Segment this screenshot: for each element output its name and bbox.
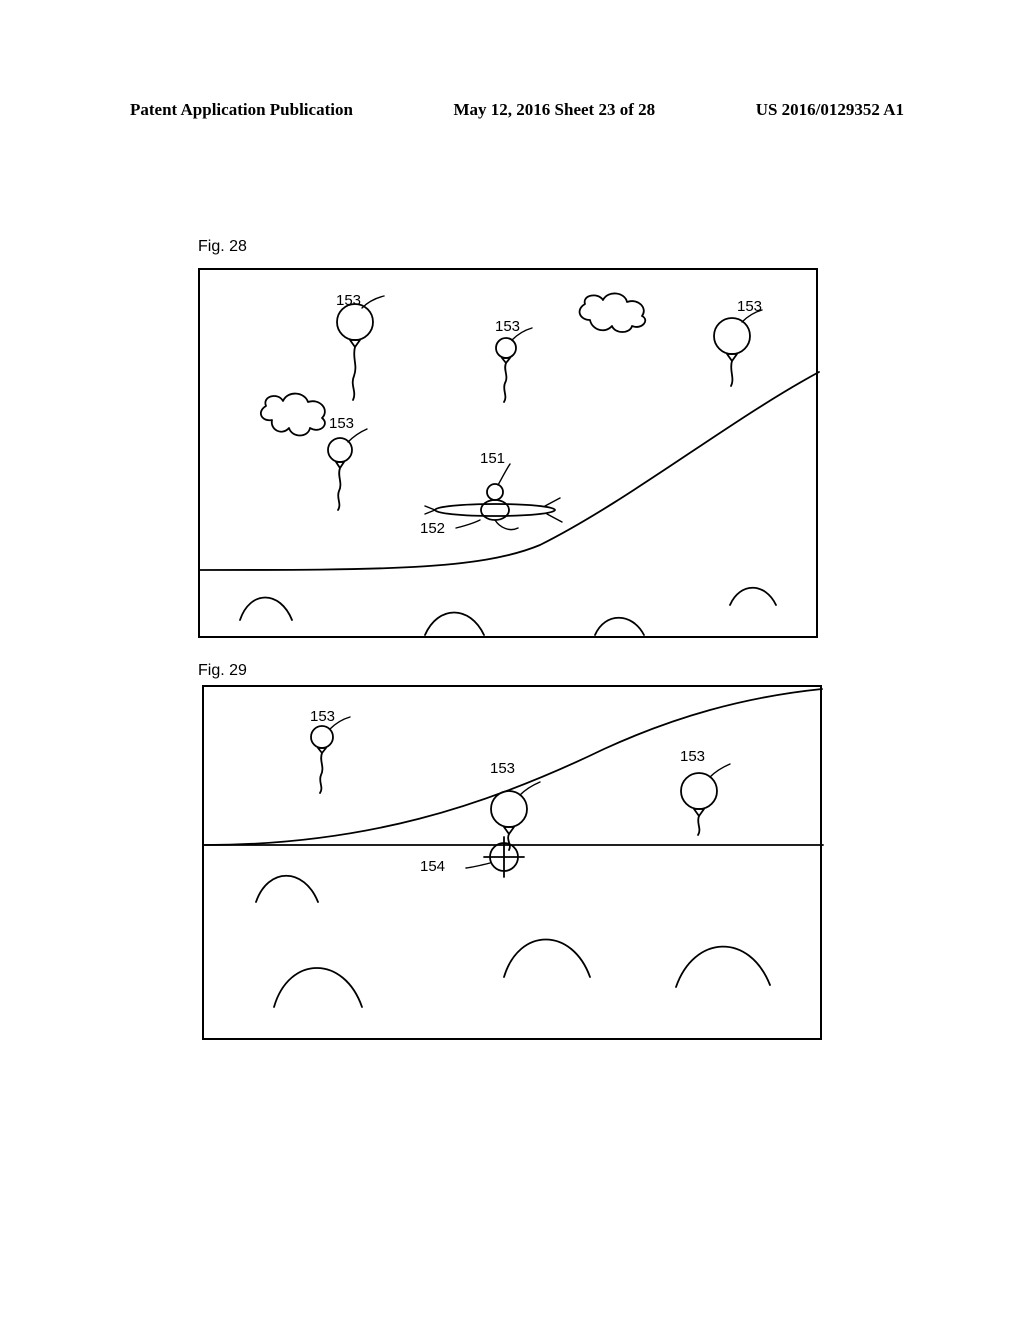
header-center: May 12, 2016 Sheet 23 of 28 bbox=[454, 100, 656, 120]
header-left: Patent Application Publication bbox=[130, 100, 353, 120]
label-153-g: 153 bbox=[680, 748, 705, 765]
label-151: 151 bbox=[480, 450, 505, 467]
label-153-a: 153 bbox=[336, 292, 361, 309]
header-right: US 2016/0129352 A1 bbox=[756, 100, 904, 120]
label-152: 152 bbox=[420, 520, 445, 537]
balloon-153-e bbox=[311, 726, 333, 793]
airplane-152 bbox=[425, 484, 562, 530]
label-154: 154 bbox=[420, 858, 445, 875]
cloud-a bbox=[580, 293, 646, 332]
fig29-label: Fig. 29 bbox=[198, 662, 247, 680]
crosshair-154 bbox=[484, 837, 524, 877]
label-153-e: 153 bbox=[310, 708, 335, 725]
label-153-d: 153 bbox=[329, 415, 354, 432]
page-header: Patent Application Publication May 12, 2… bbox=[0, 100, 1024, 120]
fig29-drawing bbox=[204, 687, 824, 1042]
balloon-153-g bbox=[681, 773, 717, 835]
label-153-f: 153 bbox=[490, 760, 515, 777]
cloud-b bbox=[261, 394, 325, 436]
label-153-c: 153 bbox=[737, 298, 762, 315]
label-153-b: 153 bbox=[495, 318, 520, 335]
balloon-153-a bbox=[337, 304, 373, 400]
balloon-153-c bbox=[714, 318, 750, 386]
fig29-frame bbox=[202, 685, 822, 1040]
balloon-153-b bbox=[496, 338, 516, 402]
balloon-153-f bbox=[491, 791, 527, 850]
balloon-153-d bbox=[328, 438, 352, 510]
fig28-label: Fig. 28 bbox=[198, 238, 247, 256]
